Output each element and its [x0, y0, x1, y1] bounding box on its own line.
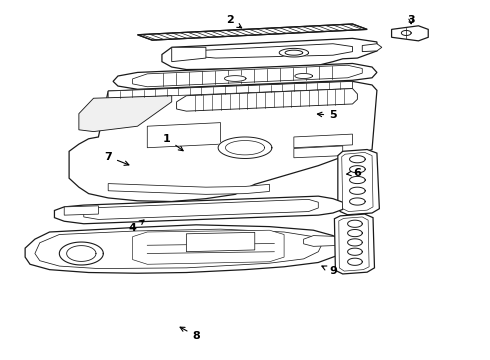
Polygon shape: [347, 220, 362, 227]
Polygon shape: [59, 242, 103, 265]
Polygon shape: [225, 140, 265, 155]
Text: 7: 7: [104, 152, 129, 165]
Polygon shape: [54, 196, 343, 224]
Text: 5: 5: [318, 111, 337, 121]
Polygon shape: [67, 246, 96, 261]
Polygon shape: [294, 146, 343, 158]
Polygon shape: [176, 89, 357, 111]
Polygon shape: [69, 81, 377, 202]
Polygon shape: [294, 134, 352, 148]
Polygon shape: [25, 225, 343, 273]
Polygon shape: [349, 176, 365, 184]
Text: 3: 3: [407, 15, 415, 26]
Polygon shape: [35, 229, 323, 269]
Polygon shape: [64, 206, 98, 215]
Polygon shape: [108, 81, 352, 98]
Text: 8: 8: [180, 327, 200, 341]
Polygon shape: [162, 39, 377, 69]
Polygon shape: [147, 123, 220, 148]
Polygon shape: [349, 187, 365, 194]
Polygon shape: [347, 239, 362, 246]
Polygon shape: [401, 31, 411, 36]
Polygon shape: [279, 48, 309, 57]
Polygon shape: [349, 198, 365, 205]
Polygon shape: [133, 65, 362, 87]
Polygon shape: [334, 214, 374, 274]
Polygon shape: [108, 184, 270, 194]
Polygon shape: [349, 156, 365, 163]
Polygon shape: [304, 235, 347, 246]
Polygon shape: [133, 230, 284, 264]
Polygon shape: [113, 63, 377, 89]
Text: 4: 4: [129, 220, 144, 233]
Polygon shape: [138, 24, 367, 40]
Polygon shape: [196, 44, 352, 58]
Polygon shape: [362, 44, 382, 51]
Polygon shape: [347, 248, 362, 255]
Polygon shape: [392, 26, 428, 41]
Polygon shape: [347, 229, 362, 237]
Text: 9: 9: [322, 266, 337, 276]
Polygon shape: [224, 76, 246, 81]
Polygon shape: [342, 152, 373, 212]
Polygon shape: [338, 149, 379, 215]
Text: 1: 1: [163, 134, 183, 151]
Polygon shape: [347, 258, 362, 265]
Polygon shape: [295, 73, 313, 78]
Text: 2: 2: [226, 15, 242, 28]
Text: 6: 6: [347, 168, 361, 178]
Polygon shape: [339, 217, 369, 271]
Polygon shape: [186, 232, 255, 252]
Polygon shape: [285, 50, 303, 55]
Polygon shape: [172, 47, 206, 62]
Polygon shape: [349, 166, 365, 173]
Polygon shape: [79, 96, 172, 132]
Polygon shape: [84, 199, 318, 220]
Polygon shape: [218, 137, 272, 158]
